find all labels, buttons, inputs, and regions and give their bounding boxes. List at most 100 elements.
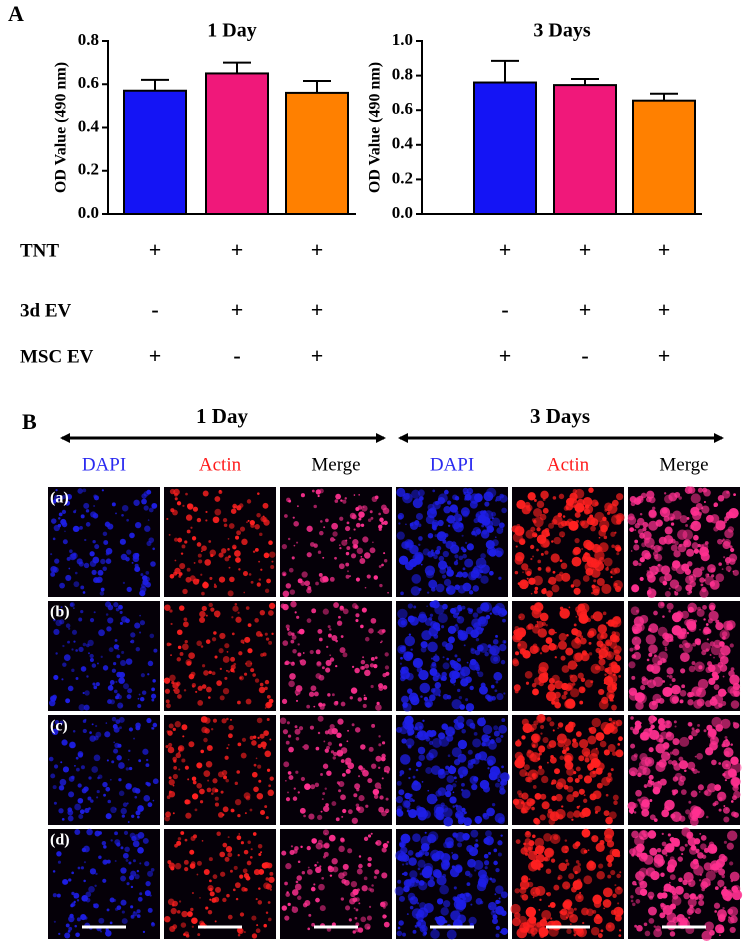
cell: [80, 586, 84, 590]
cell: [679, 816, 685, 822]
cell: [705, 541, 709, 545]
cell: [253, 832, 257, 836]
cell: [357, 548, 363, 554]
cell: [556, 782, 563, 789]
cell: [615, 749, 623, 757]
cell: [232, 632, 235, 635]
cell: [419, 902, 426, 909]
cell: [668, 833, 671, 836]
cell: [106, 722, 108, 724]
cell: [603, 612, 607, 616]
cell: [511, 904, 521, 914]
cell: [188, 741, 194, 747]
cell: [642, 678, 649, 685]
cell: [617, 854, 620, 857]
cell: [652, 694, 661, 703]
cell: [167, 730, 170, 733]
cell: [176, 753, 182, 759]
cell: [640, 577, 644, 581]
cell: [571, 584, 574, 587]
cell: [669, 675, 673, 679]
cell: [458, 740, 467, 749]
cell: [446, 541, 454, 549]
cell: [717, 880, 724, 887]
cell: [338, 846, 344, 852]
cell: [256, 928, 261, 933]
cell: [711, 574, 714, 577]
cell: [268, 918, 272, 922]
cell: [209, 899, 211, 901]
cell: [301, 571, 307, 577]
cell: [120, 876, 126, 882]
cell: [310, 726, 314, 730]
cell: [425, 832, 427, 834]
cell: [147, 782, 151, 786]
cell: [690, 893, 696, 899]
cell: [287, 721, 290, 724]
cell: [439, 885, 449, 895]
cell: [203, 738, 208, 743]
cell: [470, 659, 476, 665]
cell: [723, 676, 725, 678]
cell: [207, 788, 212, 793]
cell: [137, 870, 139, 872]
cell: [257, 582, 261, 586]
cell: [361, 556, 363, 558]
cell: [201, 727, 207, 733]
cell: [311, 838, 317, 844]
cell: [688, 907, 695, 914]
cell: [559, 756, 564, 761]
cell: [457, 842, 462, 847]
cell: [383, 685, 388, 690]
cell: [118, 762, 125, 769]
cell: [691, 790, 698, 797]
cell: [283, 573, 286, 576]
cell: [676, 565, 686, 575]
cell: [382, 848, 387, 853]
cell: [119, 726, 122, 729]
cell: [495, 499, 497, 501]
cell: [260, 569, 262, 571]
cell: [589, 642, 592, 645]
cell: [241, 841, 244, 844]
cell: [474, 732, 478, 736]
cell: [323, 526, 325, 528]
micrograph: [396, 487, 508, 597]
cell: [228, 836, 230, 838]
cell: [121, 651, 124, 654]
cell: [487, 546, 496, 555]
cell: [670, 579, 679, 588]
cell: [348, 809, 353, 814]
cell: [118, 677, 125, 684]
cell: [350, 696, 353, 699]
cell: [244, 637, 250, 643]
cell: [71, 745, 73, 747]
cell: [591, 835, 598, 842]
cell: [422, 781, 424, 783]
cell: [412, 833, 421, 842]
cell: [318, 840, 323, 845]
cell: [382, 673, 386, 677]
cell: [590, 680, 593, 683]
cell: [189, 850, 194, 855]
cell: [179, 900, 181, 902]
cell: [360, 744, 365, 749]
treatment-label: 3d EV: [20, 300, 71, 321]
micrograph: [628, 601, 740, 711]
cell: [331, 635, 337, 641]
cell: [115, 860, 117, 862]
cell: [528, 578, 535, 585]
cell: [342, 500, 346, 504]
cell: [715, 622, 723, 630]
cell: [614, 583, 618, 587]
cell: [693, 699, 702, 708]
cell: [245, 812, 247, 814]
cell: [139, 615, 141, 617]
cell: [682, 880, 687, 885]
cell: [428, 533, 433, 538]
cell: [90, 654, 94, 658]
cell: [592, 771, 595, 774]
cell: [720, 886, 722, 888]
cell: [184, 540, 187, 543]
cell: [178, 745, 185, 752]
